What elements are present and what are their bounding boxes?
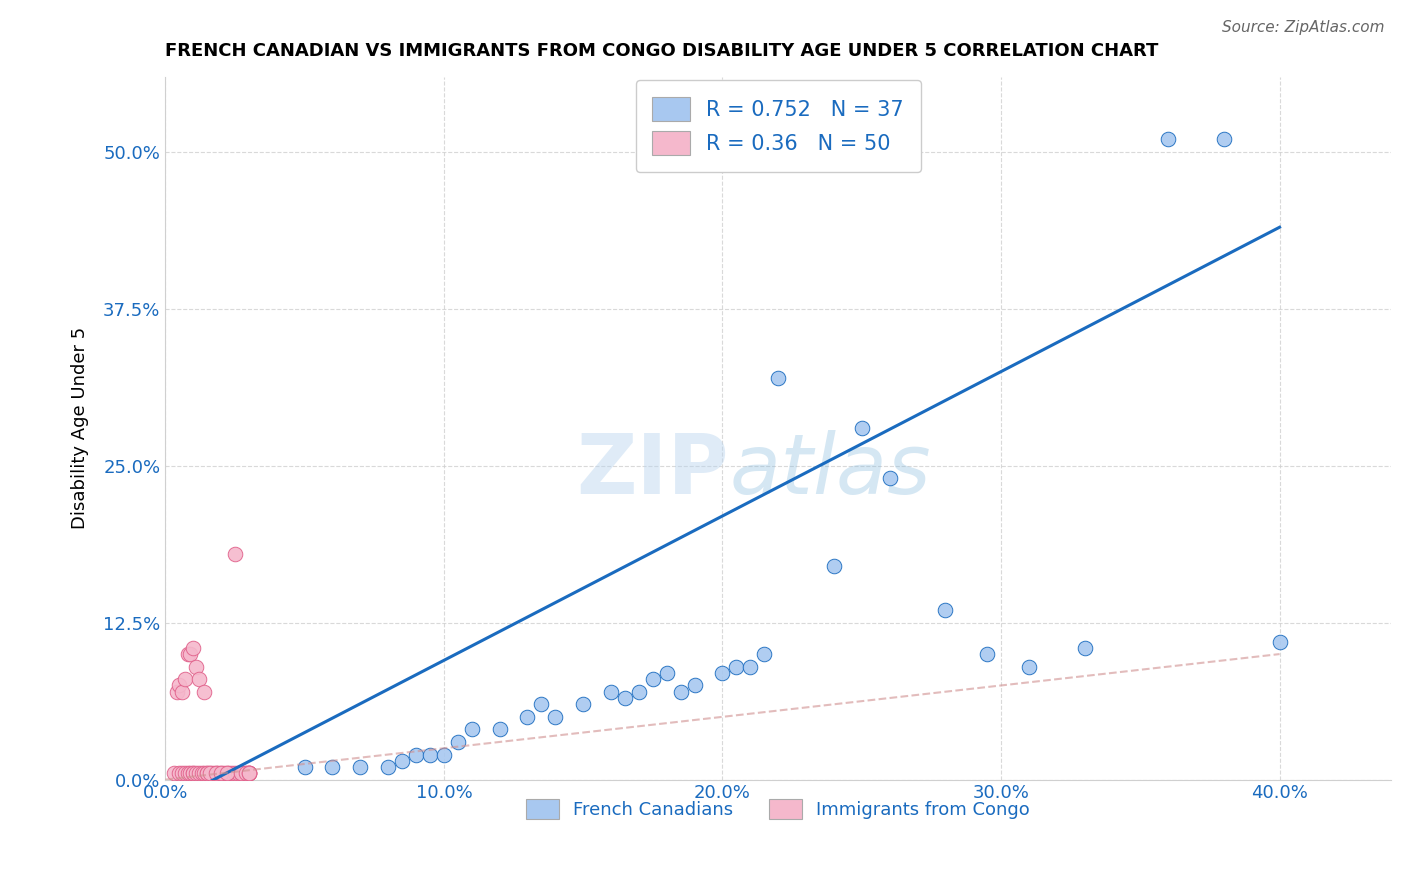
Point	[212, 766, 235, 780]
Point	[1268, 634, 1291, 648]
Point	[391, 754, 413, 768]
Point	[725, 659, 748, 673]
Point	[226, 766, 249, 780]
Point	[195, 766, 218, 780]
Point	[823, 559, 845, 574]
Point	[711, 665, 734, 680]
Text: Source: ZipAtlas.com: Source: ZipAtlas.com	[1222, 20, 1385, 35]
Point	[163, 766, 186, 780]
Point	[173, 766, 195, 780]
Point	[238, 766, 260, 780]
Point	[209, 766, 232, 780]
Point	[187, 672, 209, 686]
Point	[209, 766, 232, 780]
Point	[419, 747, 441, 762]
Point	[377, 760, 399, 774]
Point	[600, 684, 623, 698]
Point	[172, 684, 194, 698]
Point	[976, 647, 998, 661]
Point	[187, 766, 209, 780]
Point	[235, 766, 257, 780]
Point	[572, 698, 595, 712]
Point	[169, 678, 191, 692]
Point	[766, 371, 789, 385]
Point	[173, 672, 195, 686]
Point	[184, 766, 207, 780]
Point	[207, 766, 229, 780]
Point	[179, 766, 201, 780]
Point	[1073, 640, 1095, 655]
Point	[530, 698, 553, 712]
Point	[934, 603, 956, 617]
Text: FRENCH CANADIAN VS IMMIGRANTS FROM CONGO DISABILITY AGE UNDER 5 CORRELATION CHAR: FRENCH CANADIAN VS IMMIGRANTS FROM CONGO…	[166, 42, 1159, 60]
Point	[221, 766, 243, 780]
Point	[238, 766, 260, 780]
Point	[641, 672, 664, 686]
Point	[1018, 659, 1040, 673]
Point	[169, 766, 191, 780]
Point	[215, 766, 238, 780]
Point	[184, 659, 207, 673]
Point	[238, 766, 260, 780]
Point	[166, 684, 188, 698]
Point	[215, 766, 238, 780]
Point	[655, 665, 678, 680]
Point	[176, 647, 198, 661]
Point	[195, 766, 218, 780]
Point	[1157, 132, 1180, 146]
Point	[433, 747, 456, 762]
Point	[218, 766, 240, 780]
Point	[405, 747, 427, 762]
Point	[179, 647, 201, 661]
Point	[181, 766, 204, 780]
Point	[447, 735, 470, 749]
Point	[1212, 132, 1234, 146]
Point	[198, 766, 221, 780]
Y-axis label: Disability Age Under 5: Disability Age Under 5	[72, 327, 89, 529]
Point	[740, 659, 762, 673]
Point	[232, 766, 254, 780]
Point	[193, 766, 215, 780]
Legend: French Canadians, Immigrants from Congo: French Canadians, Immigrants from Congo	[512, 784, 1045, 834]
Point	[224, 547, 246, 561]
Point	[627, 684, 650, 698]
Point	[614, 691, 637, 706]
Point	[176, 766, 198, 780]
Point	[224, 766, 246, 780]
Point	[172, 766, 194, 780]
Point	[683, 678, 706, 692]
Point	[488, 723, 510, 737]
Point	[229, 766, 252, 780]
Text: ZIP: ZIP	[576, 430, 730, 511]
Point	[181, 640, 204, 655]
Point	[181, 766, 204, 780]
Point	[238, 766, 260, 780]
Point	[204, 766, 226, 780]
Point	[198, 766, 221, 780]
Point	[851, 421, 873, 435]
Point	[229, 766, 252, 780]
Point	[193, 684, 215, 698]
Point	[190, 766, 212, 780]
Text: atlas: atlas	[730, 430, 931, 511]
Point	[204, 766, 226, 780]
Point	[544, 710, 567, 724]
Point	[516, 710, 538, 724]
Point	[321, 760, 343, 774]
Point	[754, 647, 776, 661]
Point	[294, 760, 316, 774]
Point	[461, 723, 484, 737]
Point	[879, 471, 901, 485]
Point	[238, 766, 260, 780]
Point	[201, 766, 224, 780]
Point	[669, 684, 692, 698]
Point	[235, 766, 257, 780]
Point	[349, 760, 371, 774]
